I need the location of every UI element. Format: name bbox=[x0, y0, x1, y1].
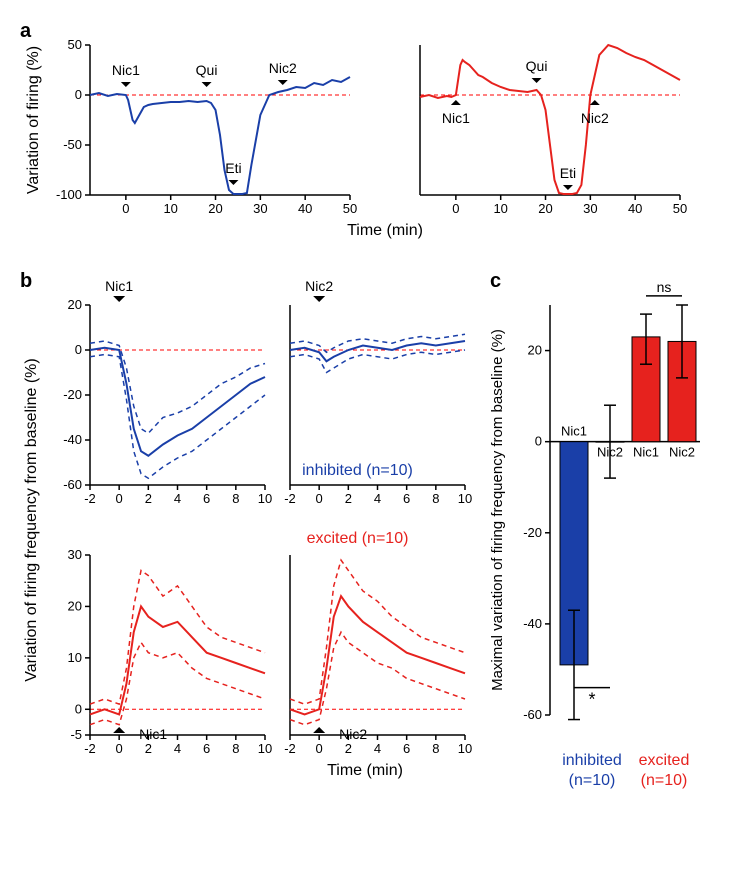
svg-text:Maximal variation of firing fr: Maximal variation of firing frequency fr… bbox=[489, 329, 506, 691]
svg-text:Nic2: Nic2 bbox=[339, 726, 367, 742]
svg-text:0: 0 bbox=[316, 491, 323, 506]
svg-text:2: 2 bbox=[345, 741, 352, 756]
svg-text:10: 10 bbox=[458, 741, 472, 756]
svg-text:excited: excited bbox=[639, 752, 690, 769]
svg-text:0: 0 bbox=[535, 434, 542, 449]
svg-text:-2: -2 bbox=[84, 741, 96, 756]
svg-text:0: 0 bbox=[75, 342, 82, 357]
svg-text:0: 0 bbox=[316, 741, 323, 756]
svg-text:Qui: Qui bbox=[196, 62, 218, 78]
svg-text:0: 0 bbox=[75, 87, 82, 102]
svg-text:0: 0 bbox=[452, 201, 459, 216]
svg-text:0: 0 bbox=[75, 701, 82, 716]
svg-text:Time (min): Time (min) bbox=[327, 762, 403, 779]
svg-text:Variation of firing (%): Variation of firing (%) bbox=[25, 46, 42, 194]
panel-a-svg: 0 10 20 30 40 50 -100 -50 0 50 Nic1 Qui Eti Nic2 Varia… bbox=[20, 20, 710, 250]
svg-text:6: 6 bbox=[403, 741, 410, 756]
svg-text:50: 50 bbox=[68, 37, 82, 52]
svg-text:0: 0 bbox=[122, 201, 129, 216]
svg-text:20: 20 bbox=[538, 201, 552, 216]
svg-text:Variation of firing frequency: Variation of firing frequency from basel… bbox=[23, 358, 40, 681]
svg-text:(n=10): (n=10) bbox=[569, 772, 616, 789]
svg-text:2: 2 bbox=[145, 741, 152, 756]
svg-text:10: 10 bbox=[258, 741, 272, 756]
svg-text:0: 0 bbox=[116, 491, 123, 506]
svg-text:30: 30 bbox=[253, 201, 267, 216]
svg-text:30: 30 bbox=[583, 201, 597, 216]
svg-text:50: 50 bbox=[343, 201, 357, 216]
svg-text:-40: -40 bbox=[63, 432, 82, 447]
svg-text:Nic1: Nic1 bbox=[633, 445, 659, 460]
svg-text:Qui: Qui bbox=[526, 58, 548, 74]
svg-text:*: * bbox=[588, 690, 595, 710]
svg-text:8: 8 bbox=[232, 741, 239, 756]
svg-text:10: 10 bbox=[163, 201, 177, 216]
svg-text:6: 6 bbox=[203, 741, 210, 756]
svg-text:Time (min): Time (min) bbox=[347, 222, 423, 239]
svg-text:-20: -20 bbox=[63, 387, 82, 402]
svg-text:Nic1: Nic1 bbox=[139, 726, 167, 742]
svg-text:-20: -20 bbox=[523, 525, 542, 540]
svg-text:20: 20 bbox=[528, 343, 542, 358]
svg-text:-5: -5 bbox=[70, 727, 82, 742]
svg-text:Nic1: Nic1 bbox=[442, 110, 470, 126]
svg-text:10: 10 bbox=[258, 491, 272, 506]
svg-text:Nic1: Nic1 bbox=[105, 278, 133, 294]
svg-text:10: 10 bbox=[493, 201, 507, 216]
svg-text:6: 6 bbox=[203, 491, 210, 506]
svg-text:4: 4 bbox=[374, 491, 381, 506]
svg-text:ns: ns bbox=[657, 279, 672, 295]
svg-text:20: 20 bbox=[68, 297, 82, 312]
svg-text:-40: -40 bbox=[523, 616, 542, 631]
svg-text:2: 2 bbox=[145, 491, 152, 506]
svg-text:40: 40 bbox=[298, 201, 312, 216]
svg-text:8: 8 bbox=[232, 491, 239, 506]
svg-text:-50: -50 bbox=[63, 137, 82, 152]
svg-text:excited (n=10): excited (n=10) bbox=[307, 530, 409, 547]
svg-text:30: 30 bbox=[68, 547, 82, 562]
svg-text:10: 10 bbox=[458, 491, 472, 506]
svg-text:4: 4 bbox=[174, 741, 181, 756]
panel-a: a 01020304050-100-50050Nic1QuiEtiNic2Var… bbox=[20, 20, 710, 250]
svg-text:8: 8 bbox=[432, 741, 439, 756]
svg-text:-2: -2 bbox=[284, 491, 296, 506]
svg-text:Nic2: Nic2 bbox=[269, 60, 297, 76]
svg-text:-2: -2 bbox=[284, 741, 296, 756]
svg-text:2: 2 bbox=[345, 491, 352, 506]
svg-text:4: 4 bbox=[374, 741, 381, 756]
svg-text:Nic2: Nic2 bbox=[669, 445, 695, 460]
svg-text:Nic2: Nic2 bbox=[581, 110, 609, 126]
svg-text:Eti: Eti bbox=[560, 165, 576, 181]
svg-text:8: 8 bbox=[432, 491, 439, 506]
svg-text:20: 20 bbox=[208, 201, 222, 216]
svg-text:-60: -60 bbox=[63, 477, 82, 492]
svg-text:-2: -2 bbox=[84, 491, 96, 506]
panel-bc-row: b c -20246810-60-40-20020Nic1-20246810Ni… bbox=[20, 270, 710, 860]
svg-text:Nic1: Nic1 bbox=[561, 424, 587, 439]
svg-text:6: 6 bbox=[403, 491, 410, 506]
svg-text:inhibited (n=10): inhibited (n=10) bbox=[302, 462, 413, 479]
figure-root: a 01020304050-100-50050Nic1QuiEtiNic2Var… bbox=[20, 20, 710, 860]
svg-text:40: 40 bbox=[628, 201, 642, 216]
svg-text:Eti: Eti bbox=[225, 160, 241, 176]
svg-text:-60: -60 bbox=[523, 707, 542, 722]
svg-text:50: 50 bbox=[673, 201, 687, 216]
svg-text:(n=10): (n=10) bbox=[641, 772, 688, 789]
panel-bc-svg: -20246810-60-40-20020Nic1-20246810Nic2in… bbox=[20, 270, 710, 860]
svg-text:Nic2: Nic2 bbox=[305, 278, 333, 294]
svg-text:20: 20 bbox=[68, 598, 82, 613]
svg-text:Nic1: Nic1 bbox=[112, 62, 140, 78]
svg-text:10: 10 bbox=[68, 650, 82, 665]
svg-text:-100: -100 bbox=[56, 187, 82, 202]
svg-text:4: 4 bbox=[174, 491, 181, 506]
svg-text:0: 0 bbox=[116, 741, 123, 756]
svg-text:inhibited: inhibited bbox=[562, 752, 622, 769]
svg-text:Nic2: Nic2 bbox=[597, 445, 623, 460]
